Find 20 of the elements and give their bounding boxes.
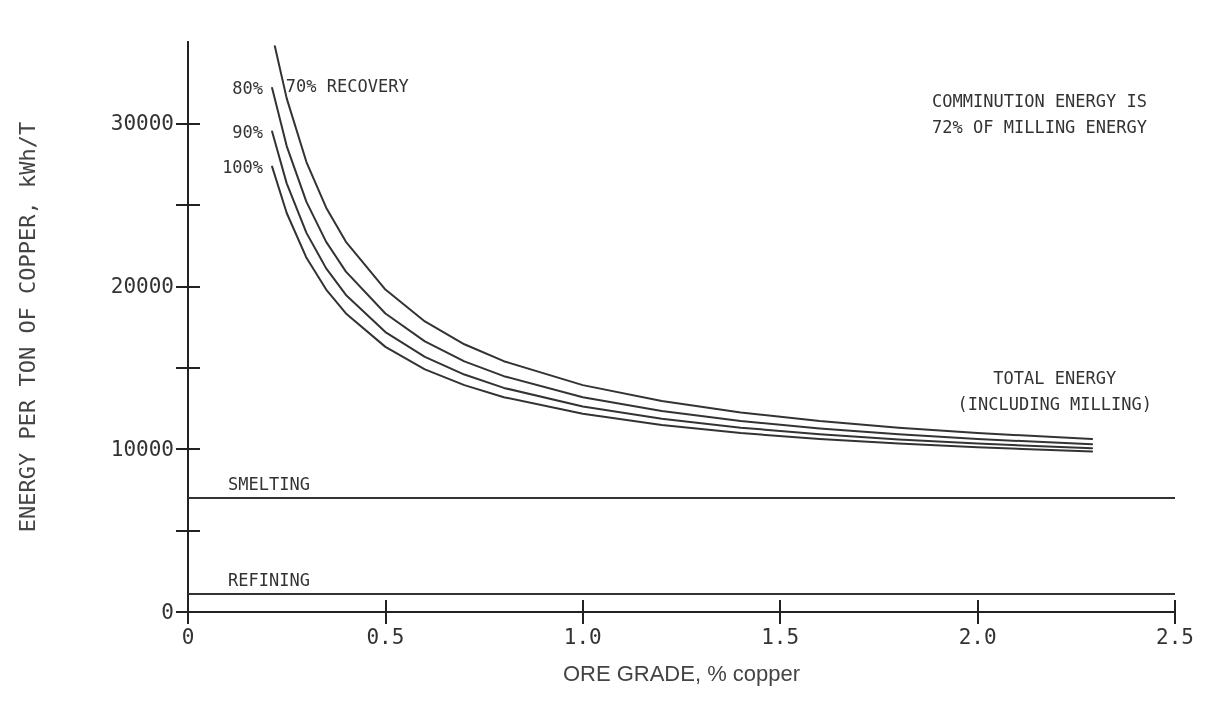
y-tick-label: 20000 [110, 274, 174, 299]
x-tick-label: 0 [181, 624, 195, 649]
series-label: 80% [232, 77, 264, 98]
x-axis-title: ORE GRADE, % copper [562, 660, 801, 686]
ref-line-label: SMELTING [228, 473, 310, 494]
x-tick-label: 1.5 [761, 624, 800, 649]
y-axis-title: ENERGY PER TON OF COPPER, kWh/T [14, 121, 40, 533]
series-label: 100% [222, 156, 264, 177]
x-tick-label: 2.5 [1156, 624, 1194, 649]
y-tick-label: 30000 [110, 111, 174, 136]
series-label: 70% RECOVERY [285, 76, 409, 97]
x-tick-label: 1.0 [563, 624, 602, 649]
y-tick-label: 10000 [110, 437, 174, 462]
x-tick-label: 2.0 [958, 624, 997, 649]
ref-line-label: REFINING [228, 569, 310, 590]
annotation: COMMINUTION ENERGY IS 72% OF MILLING ENERGY [932, 91, 1147, 137]
y-tick-label: 0 [161, 600, 174, 624]
series-label: 90% [232, 121, 264, 142]
x-tick-label: 0.5 [366, 624, 405, 649]
annotation: TOTAL ENERGY (INCLUDING MILLING) [957, 368, 1152, 414]
